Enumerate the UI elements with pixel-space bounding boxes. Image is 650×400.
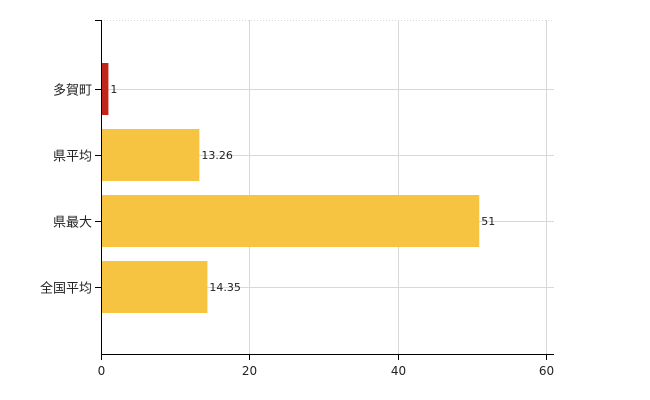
category-label: 県平均 xyxy=(53,150,92,165)
x-tick-label: 40 xyxy=(391,364,406,378)
category-label: 県最大 xyxy=(53,216,92,231)
x-tick-label: 60 xyxy=(539,364,554,378)
bar xyxy=(102,195,480,247)
bar xyxy=(102,63,109,115)
bars xyxy=(102,63,480,313)
data-label: 1 xyxy=(110,83,117,96)
bar xyxy=(102,261,208,313)
category-label: 多賀町 xyxy=(53,83,92,99)
data-label: 51 xyxy=(481,215,495,228)
data-label: 14.35 xyxy=(209,281,241,294)
x-tick-label: 20 xyxy=(242,364,257,378)
x-tick-label: 0 xyxy=(98,364,106,378)
data-label: 13.26 xyxy=(201,149,233,162)
category-label: 全国平均 xyxy=(40,281,92,297)
bar xyxy=(102,129,200,181)
axes xyxy=(95,20,554,360)
